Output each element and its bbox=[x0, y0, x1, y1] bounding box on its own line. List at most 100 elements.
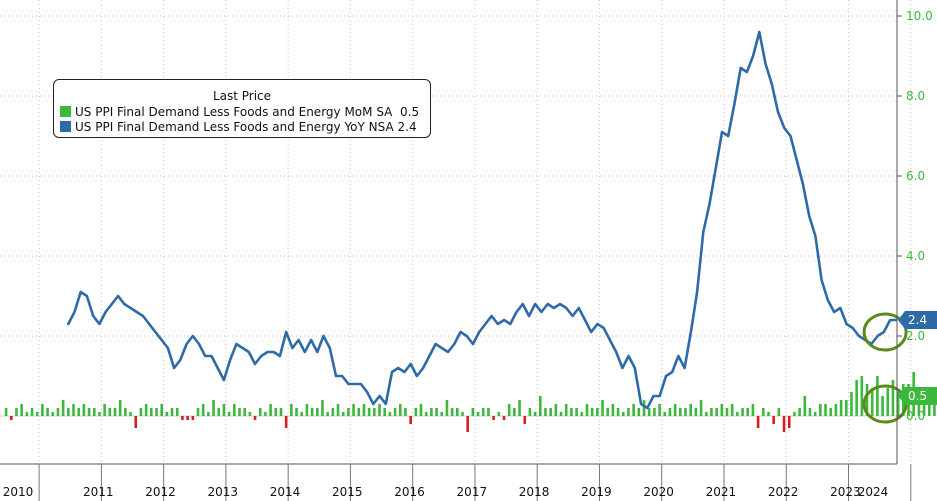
mom-bar bbox=[891, 380, 895, 416]
mom-bar bbox=[487, 408, 490, 416]
mom-bar bbox=[824, 404, 827, 416]
mom-bar bbox=[492, 416, 495, 420]
legend-entry-mom: US PPI Final Demand Less Foods and Energ… bbox=[54, 104, 430, 119]
mom-bar bbox=[61, 400, 65, 416]
mom-bar bbox=[777, 408, 781, 416]
mom-bar bbox=[404, 408, 407, 416]
mom-bar bbox=[186, 416, 189, 420]
mom-bar bbox=[606, 408, 610, 416]
mom-bar bbox=[855, 380, 858, 416]
mom-bar bbox=[679, 408, 682, 416]
y-tick-label: 4.0 bbox=[906, 249, 925, 263]
legend-swatch-mom bbox=[60, 106, 71, 117]
mom-bar bbox=[767, 412, 770, 416]
mom-bar bbox=[87, 408, 91, 416]
mom-bar bbox=[596, 408, 599, 416]
mom-bar bbox=[481, 408, 485, 416]
mom-bar bbox=[533, 412, 537, 416]
mom-bar bbox=[456, 408, 459, 416]
y-tick-label: 2.0 bbox=[906, 329, 925, 343]
mom-bar bbox=[793, 412, 796, 416]
mom-bar bbox=[409, 416, 412, 424]
x-tick-label: 2013 bbox=[208, 485, 239, 499]
mom-bar bbox=[736, 412, 739, 416]
mom-bar bbox=[445, 400, 449, 416]
x-tick-label: 2016 bbox=[394, 485, 425, 499]
yoy-line bbox=[67, 30, 898, 410]
mom-bar bbox=[839, 400, 843, 416]
legend-swatch-yoy bbox=[60, 121, 71, 132]
y-axis: 10.0 8.0 6.0 4.0 2.0 0.0 bbox=[896, 0, 933, 464]
mom-bar bbox=[352, 404, 355, 416]
mom-bar bbox=[689, 404, 692, 416]
mom-bar bbox=[741, 408, 744, 416]
mom-bar bbox=[253, 416, 257, 420]
mom-bar bbox=[4, 408, 8, 416]
x-tick-label: 2014 bbox=[270, 485, 301, 499]
mom-bar bbox=[269, 404, 272, 416]
mom-bar bbox=[922, 400, 926, 416]
mom-bar bbox=[207, 412, 210, 416]
mom-bar bbox=[378, 404, 381, 416]
mom-bar bbox=[295, 408, 298, 416]
mom-bar bbox=[580, 412, 584, 416]
mom-bar bbox=[82, 404, 86, 416]
mom-bar bbox=[331, 408, 335, 416]
mom-bar bbox=[175, 408, 179, 416]
x-tick-label: 2024 bbox=[858, 485, 889, 499]
mom-bar bbox=[761, 408, 765, 416]
y-tick-label: 6.0 bbox=[906, 169, 925, 183]
mom-bar bbox=[673, 404, 677, 416]
mom-bar bbox=[803, 396, 807, 416]
mom-bar bbox=[321, 400, 324, 416]
mom-bar bbox=[347, 408, 350, 416]
mom-bar bbox=[155, 408, 158, 416]
mom-bar bbox=[450, 408, 454, 416]
mom-bar bbox=[544, 408, 547, 416]
mom-bar bbox=[808, 408, 812, 416]
mom-bar bbox=[850, 392, 853, 416]
mom-bar bbox=[103, 404, 106, 416]
yoy-line-series bbox=[67, 30, 898, 410]
mom-bar bbox=[663, 412, 667, 416]
mom-bar bbox=[243, 408, 246, 416]
mom-bar bbox=[658, 404, 661, 416]
mom-bar-series bbox=[4, 372, 936, 432]
mom-bar bbox=[160, 404, 163, 416]
mom-bar bbox=[35, 412, 39, 416]
mom-bar bbox=[398, 404, 402, 416]
mom-bar bbox=[549, 408, 552, 416]
mom-bar bbox=[424, 412, 428, 416]
legend-last-mom: 0.5 bbox=[400, 104, 420, 119]
mom-bar bbox=[513, 408, 516, 416]
mom-bar bbox=[886, 388, 890, 416]
mom-bar bbox=[326, 412, 329, 416]
mom-bar bbox=[92, 408, 96, 416]
x-tick-label: 2011 bbox=[83, 485, 114, 499]
mom-bar bbox=[30, 408, 34, 416]
mom-bar bbox=[476, 412, 480, 416]
legend-label-mom: US PPI Final Demand Less Foods and Energ… bbox=[75, 104, 393, 119]
mom-bar bbox=[341, 412, 345, 416]
mom-bar bbox=[637, 408, 641, 416]
x-tick-label: 2017 bbox=[457, 485, 488, 499]
mom-bar bbox=[357, 408, 361, 416]
y-tick-label: 10.0 bbox=[906, 9, 933, 23]
mom-bar bbox=[772, 416, 775, 424]
mom-bar bbox=[108, 408, 112, 416]
mom-bar bbox=[876, 376, 879, 416]
mom-bar bbox=[362, 404, 366, 416]
mom-bar bbox=[284, 416, 288, 428]
mom-bar bbox=[538, 396, 542, 416]
mom-bar bbox=[435, 408, 438, 416]
mom-bar bbox=[41, 404, 44, 416]
mom-bar bbox=[367, 408, 371, 416]
mom-bar bbox=[554, 404, 558, 416]
mom-bar bbox=[191, 416, 195, 420]
legend-last-yoy: 2.4 bbox=[397, 119, 417, 134]
value-badge bbox=[898, 311, 937, 329]
mom-bar bbox=[704, 412, 708, 416]
mom-bar bbox=[144, 404, 148, 416]
legend-label-yoy: US PPI Final Demand Less Foods and Energ… bbox=[75, 119, 394, 134]
mom-bar bbox=[113, 408, 117, 416]
